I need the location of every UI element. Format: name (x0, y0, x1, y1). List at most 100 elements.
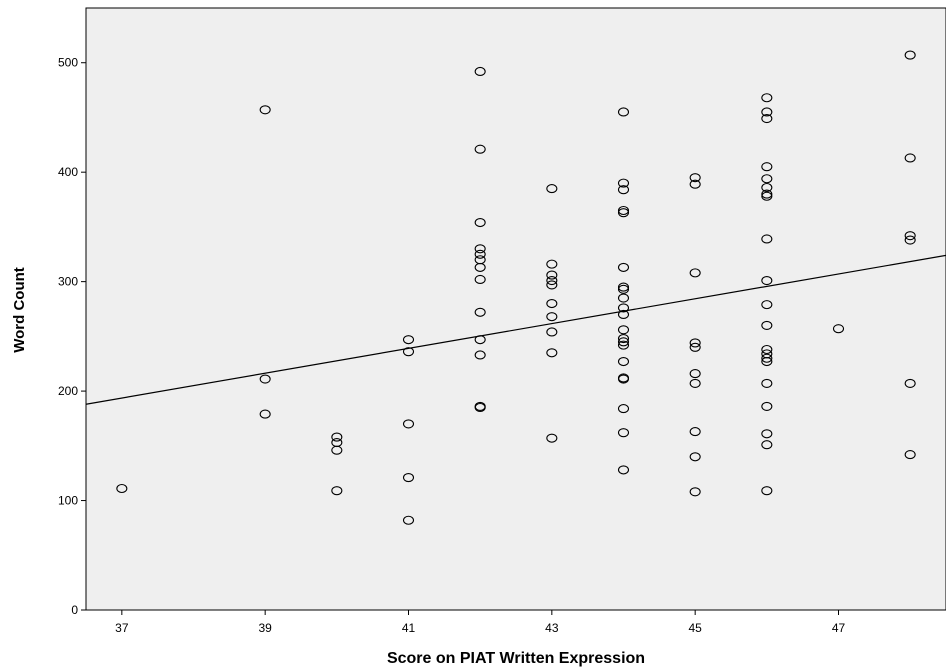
data-point (761, 182, 773, 193)
data-point (761, 429, 773, 439)
data-point (259, 105, 271, 115)
data-point (116, 483, 128, 494)
data-point (761, 113, 773, 124)
data-point (689, 342, 701, 352)
data-point (689, 452, 701, 462)
x-tick-label: 43 (545, 621, 559, 635)
data-point (474, 262, 486, 272)
data-point (546, 275, 558, 286)
data-point (761, 191, 773, 201)
data-point (617, 107, 630, 117)
data-point (761, 440, 773, 450)
x-tick-label: 37 (115, 621, 129, 635)
data-point (617, 465, 630, 475)
data-point (474, 244, 486, 254)
data-point (617, 293, 630, 303)
data-point (904, 231, 916, 241)
data-point (546, 259, 558, 269)
data-point (761, 320, 773, 330)
data-point (617, 309, 630, 320)
data-point (904, 153, 916, 163)
x-tick-label: 45 (688, 621, 702, 635)
data-point (617, 208, 630, 218)
data-point (617, 340, 630, 350)
data-point (761, 401, 773, 411)
data-point (761, 107, 773, 117)
data-point (402, 419, 415, 429)
data-point (761, 234, 773, 244)
data-point (474, 335, 486, 345)
y-tick-label: 300 (58, 275, 78, 289)
data-point (474, 274, 486, 284)
y-axis: 0 100 200 300 400 500 (58, 56, 86, 617)
data-point (617, 374, 630, 384)
data-point (617, 356, 630, 367)
data-point (402, 347, 415, 357)
data-point (904, 50, 916, 60)
data-point (689, 369, 701, 379)
data-point (259, 374, 271, 384)
data-point (761, 300, 773, 310)
data-point (904, 235, 916, 245)
data-point (761, 162, 773, 172)
data-point (617, 337, 630, 347)
y-tick-label: 0 (71, 603, 78, 617)
data-point (474, 402, 486, 413)
data-point (402, 515, 415, 525)
data-point (474, 144, 486, 154)
data-point (617, 428, 630, 438)
data-point (761, 275, 773, 286)
data-point (617, 334, 630, 344)
y-tick-label: 400 (58, 165, 78, 179)
x-tick-label: 47 (832, 621, 846, 635)
data-point (761, 93, 773, 103)
data-points (116, 50, 916, 525)
y-tick-label: 200 (58, 384, 78, 398)
data-point (689, 179, 701, 189)
data-point (474, 249, 486, 259)
x-tick-label: 39 (258, 621, 272, 635)
data-point (617, 284, 630, 294)
data-point (689, 173, 701, 183)
data-point (617, 282, 630, 292)
data-point (904, 378, 916, 388)
data-point (617, 185, 630, 195)
data-point (761, 353, 773, 363)
data-point (761, 378, 773, 388)
y-tick-label: 100 (58, 494, 78, 508)
data-point (546, 327, 558, 337)
data-point (331, 445, 343, 455)
x-axis: 37 39 41 43 45 47 (115, 610, 845, 635)
data-point (761, 486, 773, 496)
data-point (689, 487, 701, 497)
data-point (474, 66, 486, 77)
data-point (331, 432, 343, 442)
data-point (474, 307, 486, 317)
y-tick-label: 500 (58, 56, 78, 70)
data-point (331, 486, 343, 496)
data-point (402, 335, 415, 345)
data-point (546, 348, 558, 358)
data-point (474, 217, 486, 228)
data-point (617, 205, 630, 216)
data-point (617, 178, 630, 188)
x-axis-title: Score on PIAT Written Expression (387, 650, 645, 667)
data-point (761, 189, 773, 199)
data-point (904, 450, 916, 460)
data-point (761, 174, 773, 184)
plot-area (85, 7, 946, 611)
data-point (617, 303, 630, 313)
data-point (474, 350, 486, 360)
data-point (689, 268, 701, 278)
data-point (617, 262, 630, 272)
x-tick-label: 41 (402, 621, 416, 635)
data-point (832, 324, 845, 334)
data-point (546, 280, 558, 290)
y-axis-title: Word Count (11, 267, 28, 353)
data-point (617, 404, 630, 414)
data-point (546, 270, 558, 280)
data-point (689, 378, 701, 388)
data-point (546, 298, 558, 309)
data-point (546, 433, 558, 443)
